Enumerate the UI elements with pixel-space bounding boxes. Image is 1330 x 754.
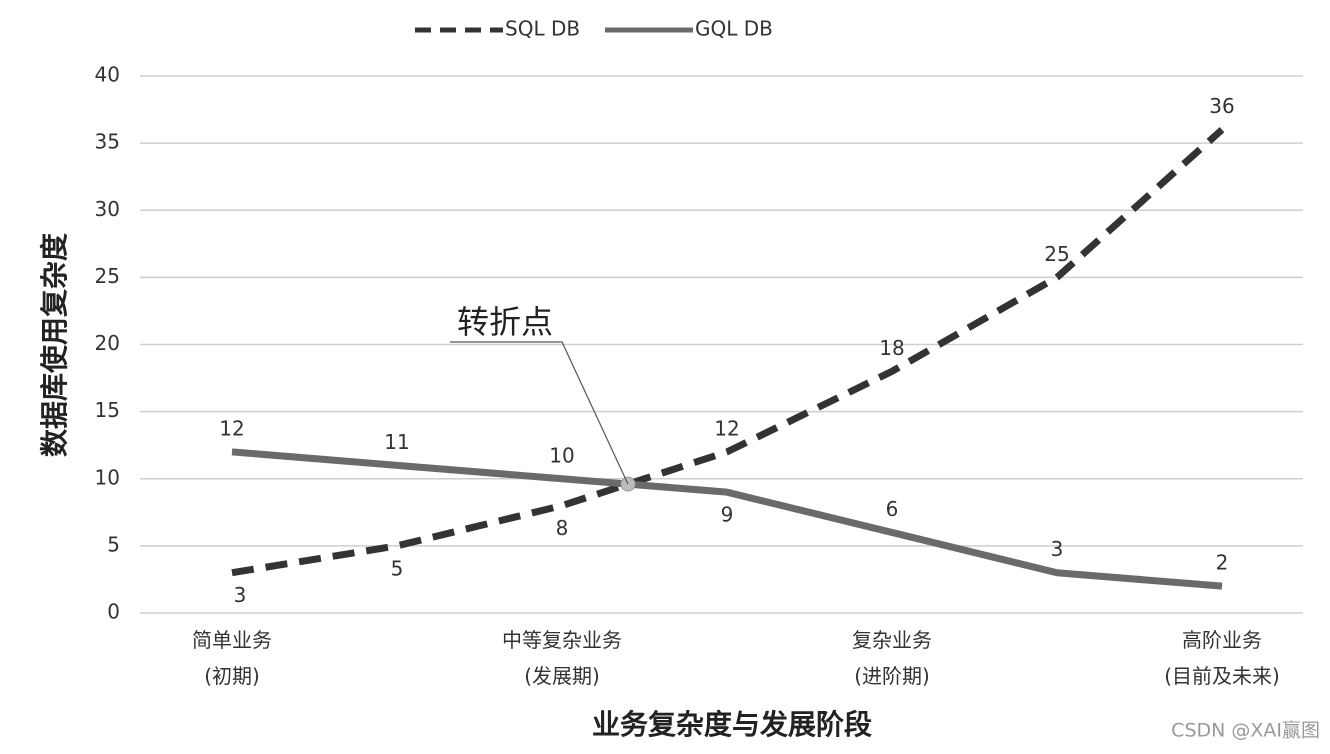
y-tick-label: 15 xyxy=(95,398,120,422)
data-label: 12 xyxy=(714,416,739,440)
series-line xyxy=(231,448,1223,590)
x-tick-label: 复杂业务(进阶期) xyxy=(852,628,932,688)
y-tick-label: 20 xyxy=(95,331,120,355)
data-label: 36 xyxy=(1209,94,1234,118)
y-tick-label: 30 xyxy=(95,197,120,221)
legend-label: SQL DB xyxy=(505,17,580,41)
data-label: 8 xyxy=(556,516,569,540)
data-label: 3 xyxy=(1051,537,1064,561)
annotation: 转折点 xyxy=(457,303,553,341)
data-label: 10 xyxy=(549,443,574,467)
data-label: 12 xyxy=(219,416,244,440)
y-tick-label: 25 xyxy=(95,264,120,288)
data-label: 9 xyxy=(721,503,734,527)
y-tick-label: 40 xyxy=(95,63,120,87)
x-axis-title: 业务复杂度与发展阶段 xyxy=(592,708,872,741)
x-tick-label: 中等复杂业务(发展期) xyxy=(502,628,622,688)
y-tick-label: 5 xyxy=(107,532,120,556)
data-label: 11 xyxy=(384,430,409,454)
data-label: 5 xyxy=(391,556,404,580)
y-tick-label: 35 xyxy=(95,130,120,154)
x-tick-label: 简单业务(初期) xyxy=(192,628,272,688)
annotation-leader xyxy=(450,341,629,485)
data-label: 3 xyxy=(234,583,247,607)
y-tick-label: 0 xyxy=(107,600,120,624)
y-axis-title: 数据库使用复杂度 xyxy=(38,233,71,457)
watermark: CSDN @XAI赢图 xyxy=(1171,720,1320,742)
data-label: 2 xyxy=(1216,551,1229,575)
data-label: 25 xyxy=(1044,242,1069,266)
series-line xyxy=(231,127,1225,577)
data-label: 6 xyxy=(886,497,899,521)
data-label: 18 xyxy=(879,336,904,360)
x-tick-label: 高阶业务(目前及未来) xyxy=(1164,628,1280,688)
legend-label: GQL DB xyxy=(695,17,773,41)
y-tick-label: 10 xyxy=(95,465,120,489)
